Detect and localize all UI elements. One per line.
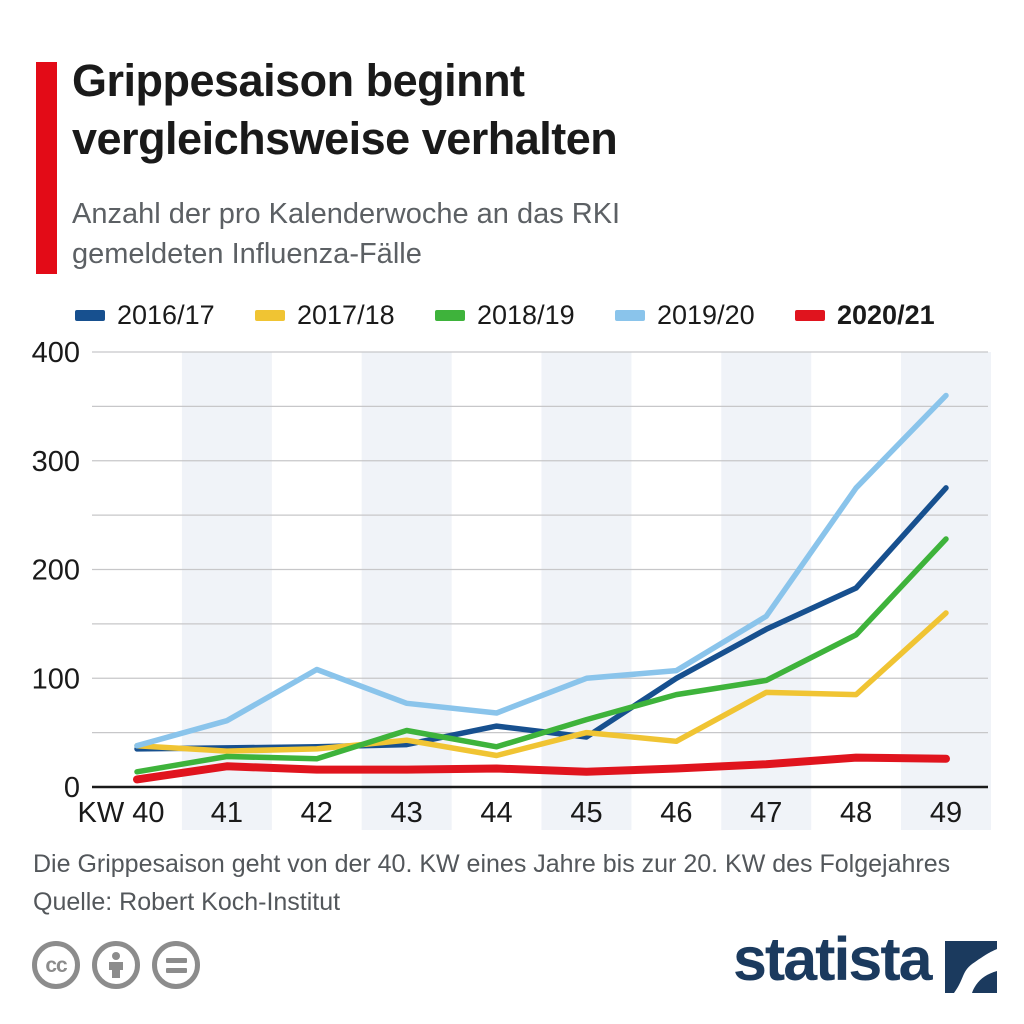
week-band	[901, 352, 992, 830]
legend-swatch	[255, 309, 285, 321]
chart-legend: 2016/17 2017/18 2018/19 2019/20 2020/21	[75, 296, 985, 334]
x-tick-label: 47	[750, 797, 782, 829]
cc-by-person-icon[interactable]	[92, 941, 140, 989]
x-tick-label: 42	[301, 797, 333, 829]
y-tick-label: 200	[32, 555, 80, 587]
legend-label: 2016/17	[117, 299, 215, 330]
x-tick-label: 44	[480, 797, 512, 829]
legend-swatch	[795, 309, 825, 321]
legend-label: 2018/19	[477, 299, 575, 330]
statista-logo-text: statista	[733, 925, 933, 993]
x-tick-label: 45	[570, 797, 602, 829]
series-line-2019-20	[134, 392, 949, 749]
statista-logo-swoosh	[944, 941, 997, 993]
x-tick-label: 43	[391, 797, 423, 829]
week-band	[361, 352, 452, 830]
cc-icon[interactable]: cc	[32, 941, 80, 989]
series-line-2017-18	[134, 610, 949, 759]
legend-item-2019-20: 2019/20	[615, 300, 795, 331]
page-subtitle: Anzahl der pro Kalenderwoche an das RKI …	[72, 194, 972, 274]
y-tick-label: 100	[32, 663, 80, 695]
x-tick-label: 46	[660, 797, 692, 829]
legend-item-2018-19: 2018/19	[435, 300, 615, 331]
x-tick-label: KW 40	[77, 797, 164, 829]
footer-source-line: Quelle: Robert Koch-Institut	[33, 888, 341, 916]
cc-icon-label: cc	[45, 953, 67, 977]
legend-swatch	[615, 309, 645, 321]
statista-brand[interactable]: statista	[733, 928, 997, 998]
page-subtitle-line2: gemeldeten Influenza-Fälle	[72, 238, 422, 270]
legend-label: 2020/21	[837, 299, 935, 330]
license-icons[interactable]: cc	[32, 941, 200, 989]
legend-label: 2019/20	[657, 299, 755, 330]
legend-item-2020-21: 2020/21	[795, 300, 975, 331]
legend-swatch	[435, 309, 465, 321]
series-line-2020-21	[133, 753, 950, 784]
legend-swatch	[75, 309, 105, 321]
legend-item-2016-17: 2016/17	[75, 300, 255, 331]
legend-item-2017-18: 2017/18	[255, 300, 435, 331]
statista-logo-mark	[944, 941, 997, 998]
x-tick-label: 49	[930, 797, 962, 829]
page-title-line2: vergleichsweise verhalten	[72, 113, 618, 164]
equals-glyph	[165, 957, 187, 973]
page-title: Grippesaison beginnt vergleichsweise ver…	[72, 52, 972, 168]
page-title-line1: Grippesaison beginnt	[72, 55, 525, 106]
y-tick-label: 0	[64, 772, 80, 804]
y-tick-label: 300	[32, 446, 80, 478]
person-glyph	[109, 952, 123, 978]
week-band	[721, 352, 812, 830]
footer-note: Die Grippesaison geht von der 40. KW ein…	[33, 845, 1013, 921]
cc-nd-equals-icon[interactable]	[152, 941, 200, 989]
week-band	[541, 352, 632, 830]
x-tick-label: 41	[211, 797, 243, 829]
legend-label: 2017/18	[297, 299, 395, 330]
footer-note-line: Die Grippesaison geht von der 40. KW ein…	[33, 850, 951, 878]
title-accent-bar	[36, 62, 57, 274]
page-subtitle-line1: Anzahl der pro Kalenderwoche an das RKI	[72, 198, 621, 230]
y-tick-label: 400	[32, 337, 80, 369]
series-line-2018-19	[134, 536, 949, 775]
x-tick-label: 48	[840, 797, 872, 829]
